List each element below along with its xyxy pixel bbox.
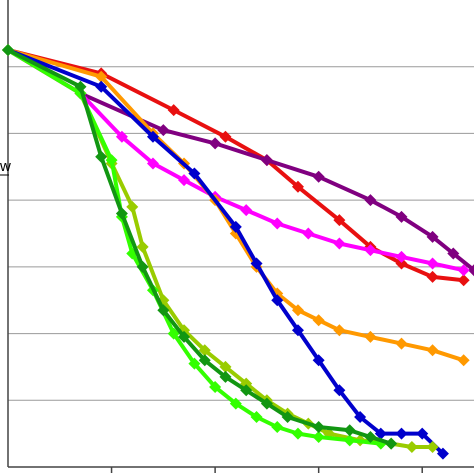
data-point-marker: [188, 167, 201, 180]
data-point-marker: [468, 264, 474, 277]
data-point-marker: [2, 44, 14, 57]
data-point-marker: [198, 354, 211, 367]
data-point-marker: [395, 210, 408, 223]
data-point-marker: [136, 260, 149, 273]
data-point-marker: [250, 410, 263, 423]
data-point-marker: [74, 80, 87, 93]
data-point-marker: [364, 430, 377, 443]
data-point-marker: [395, 250, 408, 263]
data-point-marker: [426, 440, 439, 453]
y-axis-label-fragment: w: [0, 158, 11, 175]
data-point-marker: [457, 354, 470, 367]
data-point-marker: [250, 257, 263, 270]
data-point-marker: [416, 427, 429, 440]
data-point-marker: [157, 124, 170, 137]
axes: [7, 0, 474, 473]
data-point-marker: [198, 344, 211, 357]
data-point-marker: [291, 304, 304, 317]
data-point-marker: [426, 344, 439, 357]
series-8: [2, 44, 398, 450]
data-point-marker: [178, 174, 191, 187]
data-point-marker: [395, 257, 408, 270]
data-point-marker: [364, 244, 377, 257]
data-point-marker: [312, 170, 325, 183]
data-point-marker: [354, 410, 367, 423]
series-line: [6, 48, 465, 273]
data-point-marker: [291, 324, 304, 337]
data-point-marker: [302, 227, 315, 240]
data-point-marker: [457, 264, 470, 277]
data-point-marker: [395, 427, 408, 440]
data-point-marker: [178, 330, 191, 343]
data-point-marker: [426, 230, 439, 243]
data-point-marker: [229, 397, 242, 410]
data-point-marker: [240, 384, 253, 397]
data-point-marker: [95, 70, 108, 83]
data-point-marker: [95, 150, 108, 163]
series-line: [7, 48, 392, 446]
data-point-marker: [291, 180, 304, 193]
data-point-marker: [364, 194, 377, 207]
series-3: [2, 44, 470, 277]
data-point-marker: [374, 427, 387, 440]
data-point-marker: [146, 130, 159, 143]
data-point-marker: [271, 294, 284, 307]
data-point-marker: [457, 274, 470, 287]
series-5: [2, 44, 449, 460]
data-point-marker: [167, 104, 180, 117]
data-point-marker: [426, 257, 439, 270]
data-point-marker: [260, 154, 273, 167]
data-point-marker: [333, 214, 346, 227]
data-point-marker: [312, 314, 325, 327]
gridlines: [8, 66, 474, 401]
data-point-marker: [219, 370, 232, 383]
data-point-marker: [229, 220, 242, 233]
series-line: [6, 48, 382, 446]
data-point-marker: [312, 420, 325, 433]
data-point-marker: [115, 207, 128, 220]
data-point-marker: [291, 427, 304, 440]
data-point-marker: [188, 357, 201, 370]
data-point-marker: [333, 384, 346, 397]
data-point-marker: [333, 237, 346, 250]
data-point-marker: [271, 217, 284, 230]
data-point-marker: [312, 354, 325, 367]
data-point-marker: [312, 430, 325, 443]
data-point-marker: [136, 240, 149, 253]
data-point-marker: [385, 437, 398, 450]
data-point-marker: [157, 304, 170, 317]
data-point-marker: [447, 247, 460, 260]
data-point-marker: [343, 424, 356, 437]
data-point-marker: [395, 337, 408, 350]
data-point-marker: [426, 270, 439, 283]
data-point-marker: [146, 157, 159, 170]
data-point-marker: [260, 397, 273, 410]
data-point-marker: [436, 447, 449, 460]
data-point-marker: [126, 200, 139, 213]
series-group: [2, 44, 474, 460]
data-point-marker: [240, 204, 253, 217]
data-point-marker: [209, 380, 222, 393]
data-point-marker: [219, 130, 232, 143]
data-point-marker: [364, 330, 377, 343]
data-point-marker: [405, 440, 418, 453]
data-point-marker: [105, 154, 118, 167]
data-point-marker: [209, 137, 222, 150]
data-point-marker: [333, 324, 346, 337]
data-point-marker: [95, 80, 108, 93]
data-point-marker: [115, 130, 128, 143]
data-point-marker: [281, 410, 294, 423]
data-point-marker: [219, 360, 232, 373]
data-point-marker: [343, 434, 356, 447]
data-point-marker: [271, 420, 284, 433]
